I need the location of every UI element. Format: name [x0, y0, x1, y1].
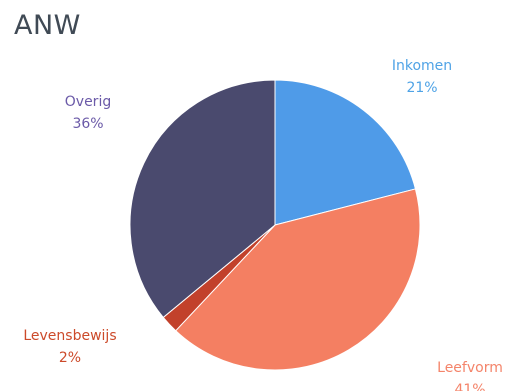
pie-slice-inkomen — [274, 79, 417, 226]
slice-label-overig: Overig — [65, 94, 111, 110]
pie-slice-overig — [129, 79, 276, 319]
slice-label-levensbewijs: Levensbewijs — [23, 328, 116, 344]
pie-labels: Inkomen 21% Leefvorm 41% Levensbewijs 2% Overi… — [23, 58, 502, 391]
pie-slices — [129, 79, 421, 371]
chart-title: ANW — [14, 10, 81, 41]
slice-percent-inkomen: 21% — [406, 80, 437, 96]
slice-percent-overig: 36% — [72, 116, 103, 132]
slice-percent-leefvorm: 41% — [454, 382, 485, 391]
slice-label-inkomen: Inkomen — [392, 58, 452, 74]
slice-percent-levensbewijs: 2% — [59, 350, 81, 366]
pie-slice-leefvorm — [175, 188, 421, 371]
slice-label-leefvorm: Leefvorm — [437, 360, 503, 376]
